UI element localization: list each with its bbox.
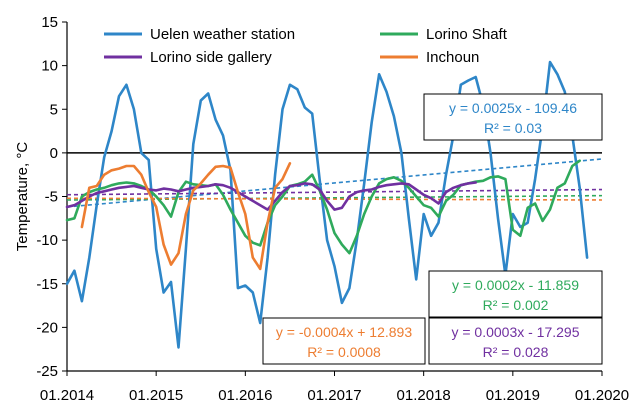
x-tick-label: 01.2018 xyxy=(397,387,451,404)
trendlines-layer xyxy=(66,158,603,208)
y-tick-label: -25 xyxy=(36,363,58,380)
x-tick-label: 01.2020 xyxy=(575,387,629,404)
legend-label-lorino-shaft: Lorino Shaft xyxy=(426,26,508,43)
series-line-lorino-shaft xyxy=(65,159,582,255)
series-layer xyxy=(65,60,589,349)
y-axis-title: Temperature, °C xyxy=(14,142,31,252)
y-tick-label: -10 xyxy=(36,232,58,249)
x-tick-label: 01.2019 xyxy=(486,387,540,404)
x-tick-label: 01.2015 xyxy=(129,387,183,404)
legend-label-uelen: Uelen weather station xyxy=(150,26,295,43)
trendline-0 xyxy=(66,158,603,208)
x-tick-label: 01.2016 xyxy=(218,387,272,404)
y-tick-label: 10 xyxy=(41,58,58,75)
trendline-r2-lorino-shaft: R² = 0.002 xyxy=(483,297,549,313)
axes-layer xyxy=(62,21,603,376)
y-tick-label: 0 xyxy=(50,145,58,162)
x-tick-label: 01.2017 xyxy=(307,387,361,404)
trendline-equation-lorino-side-gallery: y = 0.0003x - 17.295 xyxy=(451,324,579,340)
trendline-r2-uelen: R² = 0.03 xyxy=(484,120,542,136)
y-tick-label: -5 xyxy=(45,189,58,206)
trendline-equation-lorino-shaft: y = 0.0002x - 11.859 xyxy=(452,277,579,293)
y-tick-label: 5 xyxy=(50,101,58,118)
x-tick-label: 01.2014 xyxy=(40,387,94,404)
trendline-r2-lorino-side-gallery: R² = 0.028 xyxy=(483,344,549,360)
trendline-3 xyxy=(66,197,603,201)
series-line-uelen xyxy=(65,60,589,349)
legend-label-inchoun: Inchoun xyxy=(426,49,479,66)
y-tick-label: 15 xyxy=(41,14,58,31)
y-tick-label: -15 xyxy=(36,276,58,293)
trendline-box-inchoun xyxy=(262,317,426,365)
trendline-box-lorino-side-gallery xyxy=(428,317,603,365)
trendline-r2-inchoun: R² = 0.0008 xyxy=(307,344,381,360)
labels-layer: 15 10 5 0 -5 -10 -15 -20 -25 01.2014 01.2015 01.201… xyxy=(14,14,629,404)
trendline-2 xyxy=(66,188,603,196)
trendline-box-lorino-shaft xyxy=(428,270,603,318)
trendline-box-uelen xyxy=(423,93,603,141)
legend-label-lorino-side-gallery: Lorino side gallery xyxy=(150,49,272,66)
trendline-1 xyxy=(66,194,603,201)
trendline-equation-uelen: y = 0.0025x - 109.46 xyxy=(449,100,577,116)
series-line-inchoun xyxy=(80,162,292,271)
trendline-equation-inchoun: y = -0.0004x + 12.893 xyxy=(276,324,412,340)
y-tick-label: -20 xyxy=(36,319,58,336)
